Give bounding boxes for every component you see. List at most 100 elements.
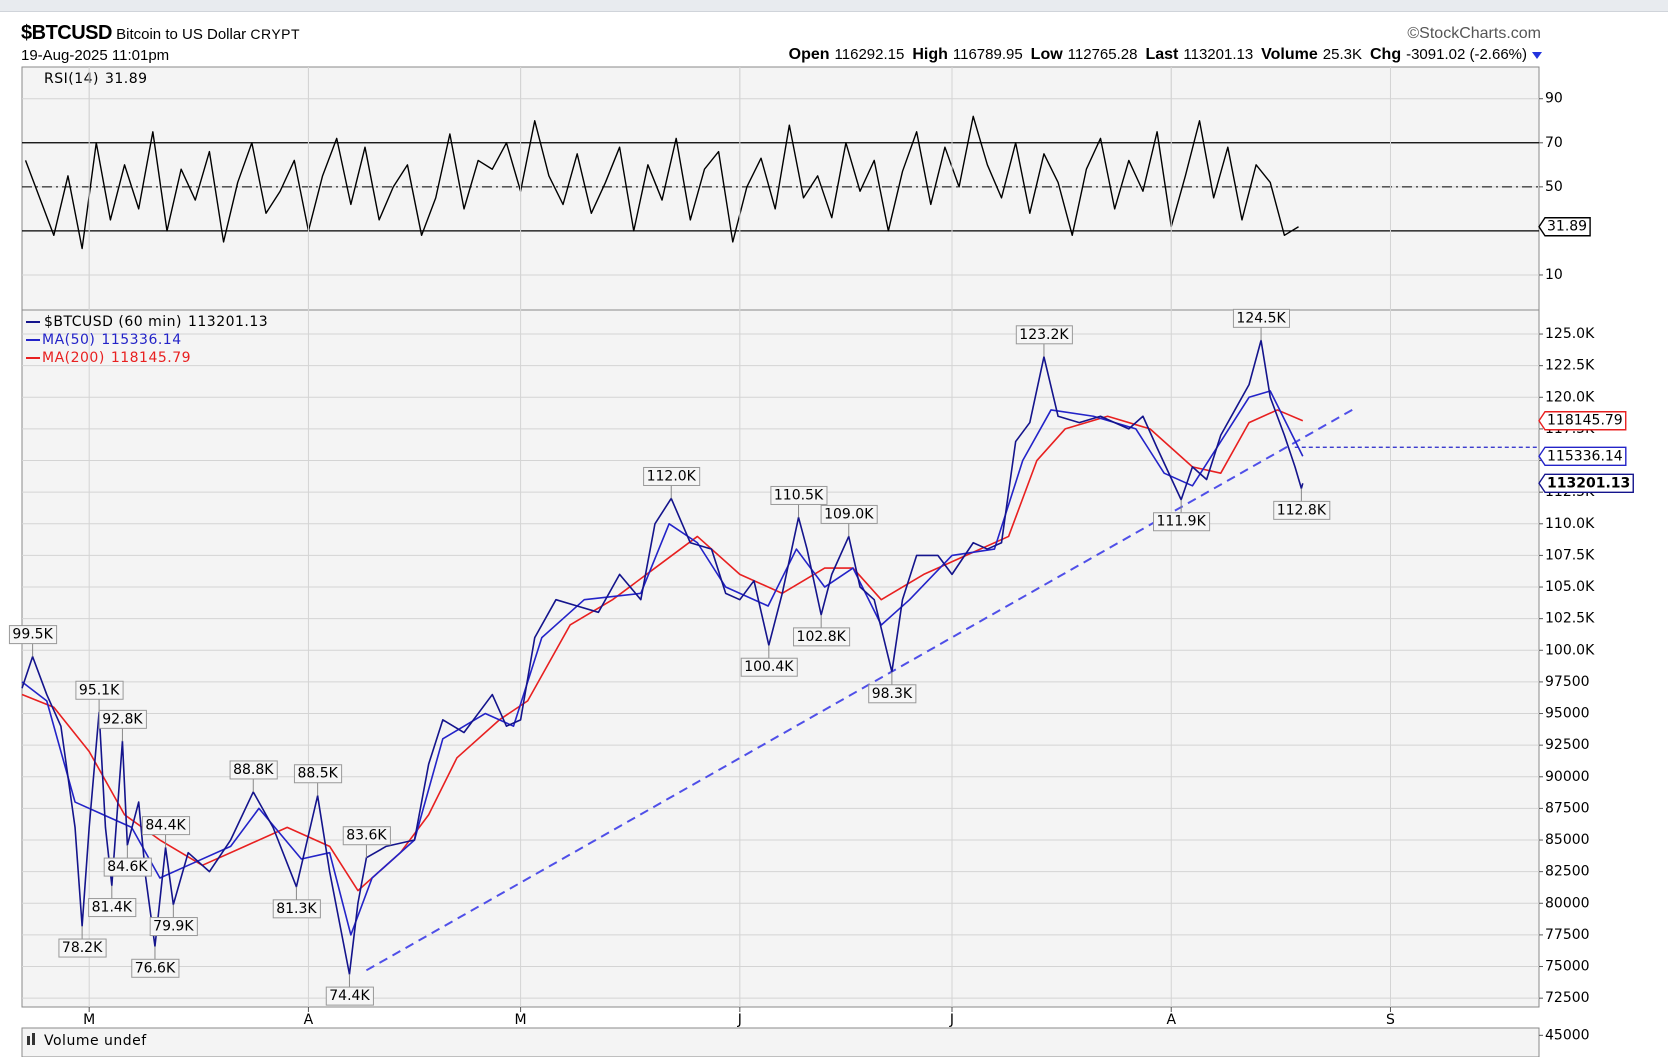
badge-frame bbox=[1538, 473, 1634, 493]
quote-label: Volume bbox=[1261, 46, 1318, 63]
volume-icon bbox=[27, 1036, 30, 1045]
annotation-label: 109.0K bbox=[824, 506, 874, 522]
annotation-label: 100.4K bbox=[744, 659, 794, 675]
symbol-name: Bitcoin to US Dollar bbox=[116, 26, 247, 43]
annotation-box bbox=[149, 917, 198, 937]
x-tick-label: M bbox=[83, 1012, 95, 1028]
legend-name: RSI(14) bbox=[44, 71, 99, 87]
series-line bbox=[21, 409, 1304, 892]
y-tick-label: 110.0K bbox=[1545, 516, 1595, 532]
annotation-label: 98.3K bbox=[872, 686, 913, 702]
source: ©StockCharts.com bbox=[1407, 25, 1541, 42]
annotation-box bbox=[98, 709, 147, 729]
y-tick-label: 100.0K bbox=[1545, 642, 1595, 658]
trend-line bbox=[365, 406, 1358, 972]
annotation-label: 88.8K bbox=[233, 762, 274, 778]
browser-strip bbox=[0, 0, 1668, 12]
exchange: CRYPT bbox=[250, 26, 301, 42]
annotation-box bbox=[1273, 500, 1331, 520]
quote-value: 116292.15 bbox=[834, 46, 905, 63]
annotation-label: 123.2K bbox=[1019, 327, 1069, 343]
annotation-label: 110.5K bbox=[774, 487, 824, 503]
y-tick-label: 87500 bbox=[1545, 800, 1590, 816]
panel-background bbox=[21, 66, 1540, 311]
legend-value: 115336.14 bbox=[101, 332, 181, 348]
quote-label: High bbox=[912, 46, 948, 63]
annotation-box bbox=[868, 684, 917, 704]
annotation-label: 95.1K bbox=[79, 682, 120, 698]
quote-value: 112765.28 bbox=[1067, 46, 1138, 63]
annotation-label: 78.2K bbox=[62, 940, 103, 956]
series-line bbox=[21, 390, 1304, 936]
y-tick-label: 77500 bbox=[1545, 927, 1590, 943]
quote-line: Open 116292.15 High 116789.95 Low 112765.28 La… bbox=[789, 46, 1542, 64]
y-tick-label: 92500 bbox=[1545, 737, 1590, 753]
y-tick-label: 97500 bbox=[1545, 674, 1590, 690]
annotation-box bbox=[103, 857, 152, 877]
y-tick-label: 120.0K bbox=[1545, 389, 1595, 405]
annotation-box bbox=[272, 899, 321, 919]
legend-entry: $BTCUSD (60 min) 113201.13 bbox=[44, 314, 268, 330]
y-tick-label: 125.0K bbox=[1545, 326, 1595, 342]
annotation-label: 102.8K bbox=[797, 629, 847, 645]
annotation-box bbox=[820, 504, 878, 524]
quote-value: 25.3K bbox=[1322, 46, 1362, 63]
y-tick-label: 102.5K bbox=[1545, 611, 1595, 627]
badge-frame bbox=[1538, 411, 1627, 431]
volume-icon bbox=[32, 1033, 35, 1045]
panel-title: Volume undef bbox=[44, 1033, 147, 1049]
annotation-box bbox=[342, 826, 391, 846]
date: 19-Aug-2025 11:01pm bbox=[21, 47, 170, 64]
legend-name: $BTCUSD (60 min) bbox=[44, 314, 182, 330]
annotation-label: 92.8K bbox=[102, 711, 143, 727]
y-tick-label: 82500 bbox=[1545, 864, 1590, 880]
annotation-label: 83.6K bbox=[346, 828, 387, 844]
y-tick-label: 85000 bbox=[1545, 832, 1590, 848]
quote-label: Low bbox=[1030, 46, 1063, 63]
legend-value: 113201.13 bbox=[188, 314, 268, 330]
annotation-box bbox=[131, 958, 180, 978]
legend-name: MA(50) bbox=[42, 332, 95, 348]
last-value-badge: 113201.13 bbox=[1547, 475, 1630, 491]
annotation-box bbox=[1232, 308, 1291, 328]
annotation-box bbox=[141, 816, 191, 836]
x-tick-label: J bbox=[949, 1012, 954, 1028]
annotation-box bbox=[8, 625, 58, 645]
down-arrow bbox=[1532, 52, 1542, 59]
quote-value: -3091.02 (-2.66%) bbox=[1406, 46, 1527, 63]
annotation-box bbox=[1153, 512, 1211, 532]
y-tick-label: 90 bbox=[1545, 91, 1563, 107]
annotation-label: 76.6K bbox=[135, 960, 176, 976]
annotation-label: 99.5K bbox=[12, 627, 53, 643]
annotation-box bbox=[293, 764, 343, 784]
annotation-box bbox=[643, 466, 701, 486]
annotation-label: 79.9K bbox=[153, 919, 194, 935]
annotation-box bbox=[88, 898, 137, 918]
quote-value: 113201.13 bbox=[1183, 46, 1254, 63]
y-tick-label: 10 bbox=[1545, 267, 1563, 283]
legend-entry: RSI(14) 31.89 bbox=[44, 71, 148, 87]
badge-frame bbox=[1538, 217, 1591, 237]
annotation-label: 124.5K bbox=[1236, 310, 1286, 326]
annotation-box bbox=[325, 986, 374, 1006]
y-tick-label: 72500 bbox=[1545, 990, 1590, 1006]
y-tick-label: 70 bbox=[1545, 135, 1563, 151]
series-line bbox=[21, 339, 1304, 975]
annotation-label: 84.6K bbox=[107, 859, 148, 875]
quote-label: Chg bbox=[1369, 46, 1402, 63]
x-tick-label: M bbox=[515, 1012, 527, 1028]
annotation-label: 112.8K bbox=[1277, 502, 1327, 518]
last-value-badge: 118145.79 bbox=[1547, 413, 1623, 429]
legend-value: 31.89 bbox=[105, 71, 148, 87]
series-line bbox=[24, 115, 1299, 250]
annotation-label: 74.4K bbox=[329, 988, 370, 1004]
legend-name: MA(200) bbox=[42, 350, 105, 366]
last-value-badge: 115336.14 bbox=[1547, 448, 1623, 464]
annotation-label: 84.4K bbox=[145, 818, 186, 834]
annotation-box bbox=[75, 680, 124, 700]
y-tick-label: 122.5K bbox=[1545, 358, 1595, 374]
annotation-label: 112.0K bbox=[647, 468, 697, 484]
symbol: $BTCUSD bbox=[21, 22, 112, 44]
annotation-label: 81.3K bbox=[276, 901, 317, 917]
